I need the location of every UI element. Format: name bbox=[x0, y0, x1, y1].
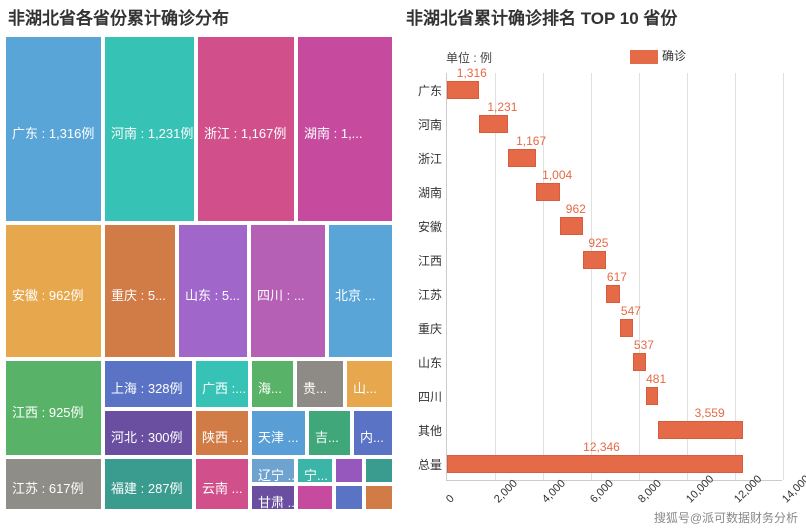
bar-value: 962 bbox=[566, 202, 586, 216]
bar-title: 非湖北省累计确诊排名 TOP 10 省份 bbox=[398, 0, 806, 35]
treemap-cell[interactable]: 贵... bbox=[295, 359, 345, 409]
bar[interactable] bbox=[606, 285, 621, 303]
treemap-cell[interactable]: 甘肃 ... bbox=[250, 484, 296, 511]
treemap-cell[interactable]: 江西 : 925例 bbox=[4, 359, 103, 457]
x-tick-label: 8,000 bbox=[636, 478, 664, 506]
treemap-cell[interactable]: 河南 : 1,231例 bbox=[103, 35, 196, 223]
treemap-cell[interactable]: 辽宁 ... bbox=[250, 457, 296, 484]
treemap-cell[interactable]: 重庆 : 5... bbox=[103, 223, 177, 359]
treemap-cell[interactable]: 陕西 ... bbox=[194, 409, 250, 457]
bar-value: 1,316 bbox=[457, 66, 487, 80]
treemap-cell[interactable]: 广东 : 1,316例 bbox=[4, 35, 103, 223]
x-tick-label: 2,000 bbox=[492, 478, 520, 506]
bar[interactable] bbox=[447, 81, 479, 99]
y-category: 江苏 bbox=[402, 286, 442, 303]
bar-value: 3,559 bbox=[695, 406, 725, 420]
bar-value: 547 bbox=[621, 304, 641, 318]
treemap-cell[interactable] bbox=[364, 457, 394, 484]
treemap-cell[interactable]: 福建 : 287例 bbox=[103, 457, 194, 511]
bar-value: 12,346 bbox=[583, 440, 620, 454]
grid-line bbox=[591, 73, 592, 480]
grid-line bbox=[783, 73, 784, 480]
y-category: 河南 bbox=[402, 116, 442, 133]
treemap-cell[interactable]: 四川 : ... bbox=[249, 223, 327, 359]
bar-value: 1,167 bbox=[516, 134, 546, 148]
treemap-cell[interactable] bbox=[296, 484, 334, 511]
y-category: 四川 bbox=[402, 388, 442, 405]
unit-label: 单位 : 例 bbox=[446, 49, 492, 66]
y-category: 浙江 bbox=[402, 150, 442, 167]
bar[interactable] bbox=[658, 421, 743, 439]
y-category: 广东 bbox=[402, 82, 442, 99]
legend-swatch bbox=[630, 50, 658, 64]
grid-line bbox=[735, 73, 736, 480]
x-tick-label: 6,000 bbox=[588, 478, 616, 506]
x-tick-label: 0 bbox=[444, 493, 457, 506]
treemap-cell[interactable]: 吉... bbox=[307, 409, 352, 457]
treemap-cell[interactable]: 内... bbox=[352, 409, 394, 457]
waterfall-chart: 单位 : 例 确诊 1,316 1,231 1,167 1,004 962 925 617 5… bbox=[402, 35, 802, 529]
bar-value: 1,004 bbox=[542, 168, 572, 182]
y-category: 总量 bbox=[402, 456, 442, 473]
bar[interactable] bbox=[560, 217, 583, 235]
bar[interactable] bbox=[479, 115, 509, 133]
treemap-cell[interactable]: 山... bbox=[345, 359, 394, 409]
treemap-chart: 广东 : 1,316例河南 : 1,231例浙江 : 1,167例湖南 : 1,… bbox=[4, 35, 394, 511]
treemap-cell[interactable]: 北京 ... bbox=[327, 223, 394, 359]
treemap-cell[interactable]: 浙江 : 1,167例 bbox=[196, 35, 296, 223]
treemap-cell[interactable]: 上海 : 328例 bbox=[103, 359, 194, 409]
treemap-cell[interactable] bbox=[364, 484, 394, 511]
watermark: 搜狐号@派可数据财务分析 bbox=[654, 509, 798, 526]
treemap-cell[interactable]: 宁... bbox=[296, 457, 334, 484]
x-tick-label: 4,000 bbox=[540, 478, 568, 506]
treemap-cell[interactable]: 湖南 : 1,... bbox=[296, 35, 394, 223]
y-category: 重庆 bbox=[402, 320, 442, 337]
bar[interactable] bbox=[620, 319, 633, 337]
bar[interactable] bbox=[583, 251, 605, 269]
bar[interactable] bbox=[646, 387, 658, 405]
y-category: 江西 bbox=[402, 252, 442, 269]
bar-value: 481 bbox=[646, 372, 666, 386]
treemap-cell[interactable]: 江苏 : 617例 bbox=[4, 457, 103, 511]
grid-line bbox=[639, 73, 640, 480]
treemap-cell[interactable]: 山东 : 5... bbox=[177, 223, 249, 359]
treemap-cell[interactable]: 海... bbox=[250, 359, 295, 409]
bar-value: 925 bbox=[588, 236, 608, 250]
treemap-cell[interactable]: 天津 ... bbox=[250, 409, 307, 457]
bar[interactable] bbox=[447, 455, 743, 473]
y-category: 安徽 bbox=[402, 218, 442, 235]
treemap-cell[interactable] bbox=[334, 484, 364, 511]
legend: 确诊 bbox=[630, 47, 686, 64]
treemap-cell[interactable]: 云南 ... bbox=[194, 457, 250, 511]
bar[interactable] bbox=[633, 353, 646, 371]
bar-value: 617 bbox=[607, 270, 627, 284]
legend-text: 确诊 bbox=[662, 49, 686, 63]
grid-line bbox=[687, 73, 688, 480]
treemap-cell[interactable]: 河北 : 300例 bbox=[103, 409, 194, 457]
bar-value: 1,231 bbox=[487, 100, 517, 114]
grid-line bbox=[495, 73, 496, 480]
y-category: 湖南 bbox=[402, 184, 442, 201]
y-category: 山东 bbox=[402, 354, 442, 371]
bar[interactable] bbox=[508, 149, 536, 167]
plot-area: 1,3161,2311,1671,0049629256175475374813,… bbox=[446, 73, 782, 481]
treemap-title: 非湖北省各省份累计确诊分布 bbox=[0, 0, 398, 35]
y-category: 其他 bbox=[402, 422, 442, 439]
bar[interactable] bbox=[536, 183, 560, 201]
treemap-cell[interactable]: 广西 :... bbox=[194, 359, 250, 409]
bar-value: 537 bbox=[634, 338, 654, 352]
treemap-cell[interactable]: 安徽 : 962例 bbox=[4, 223, 103, 359]
treemap-cell[interactable] bbox=[334, 457, 364, 484]
